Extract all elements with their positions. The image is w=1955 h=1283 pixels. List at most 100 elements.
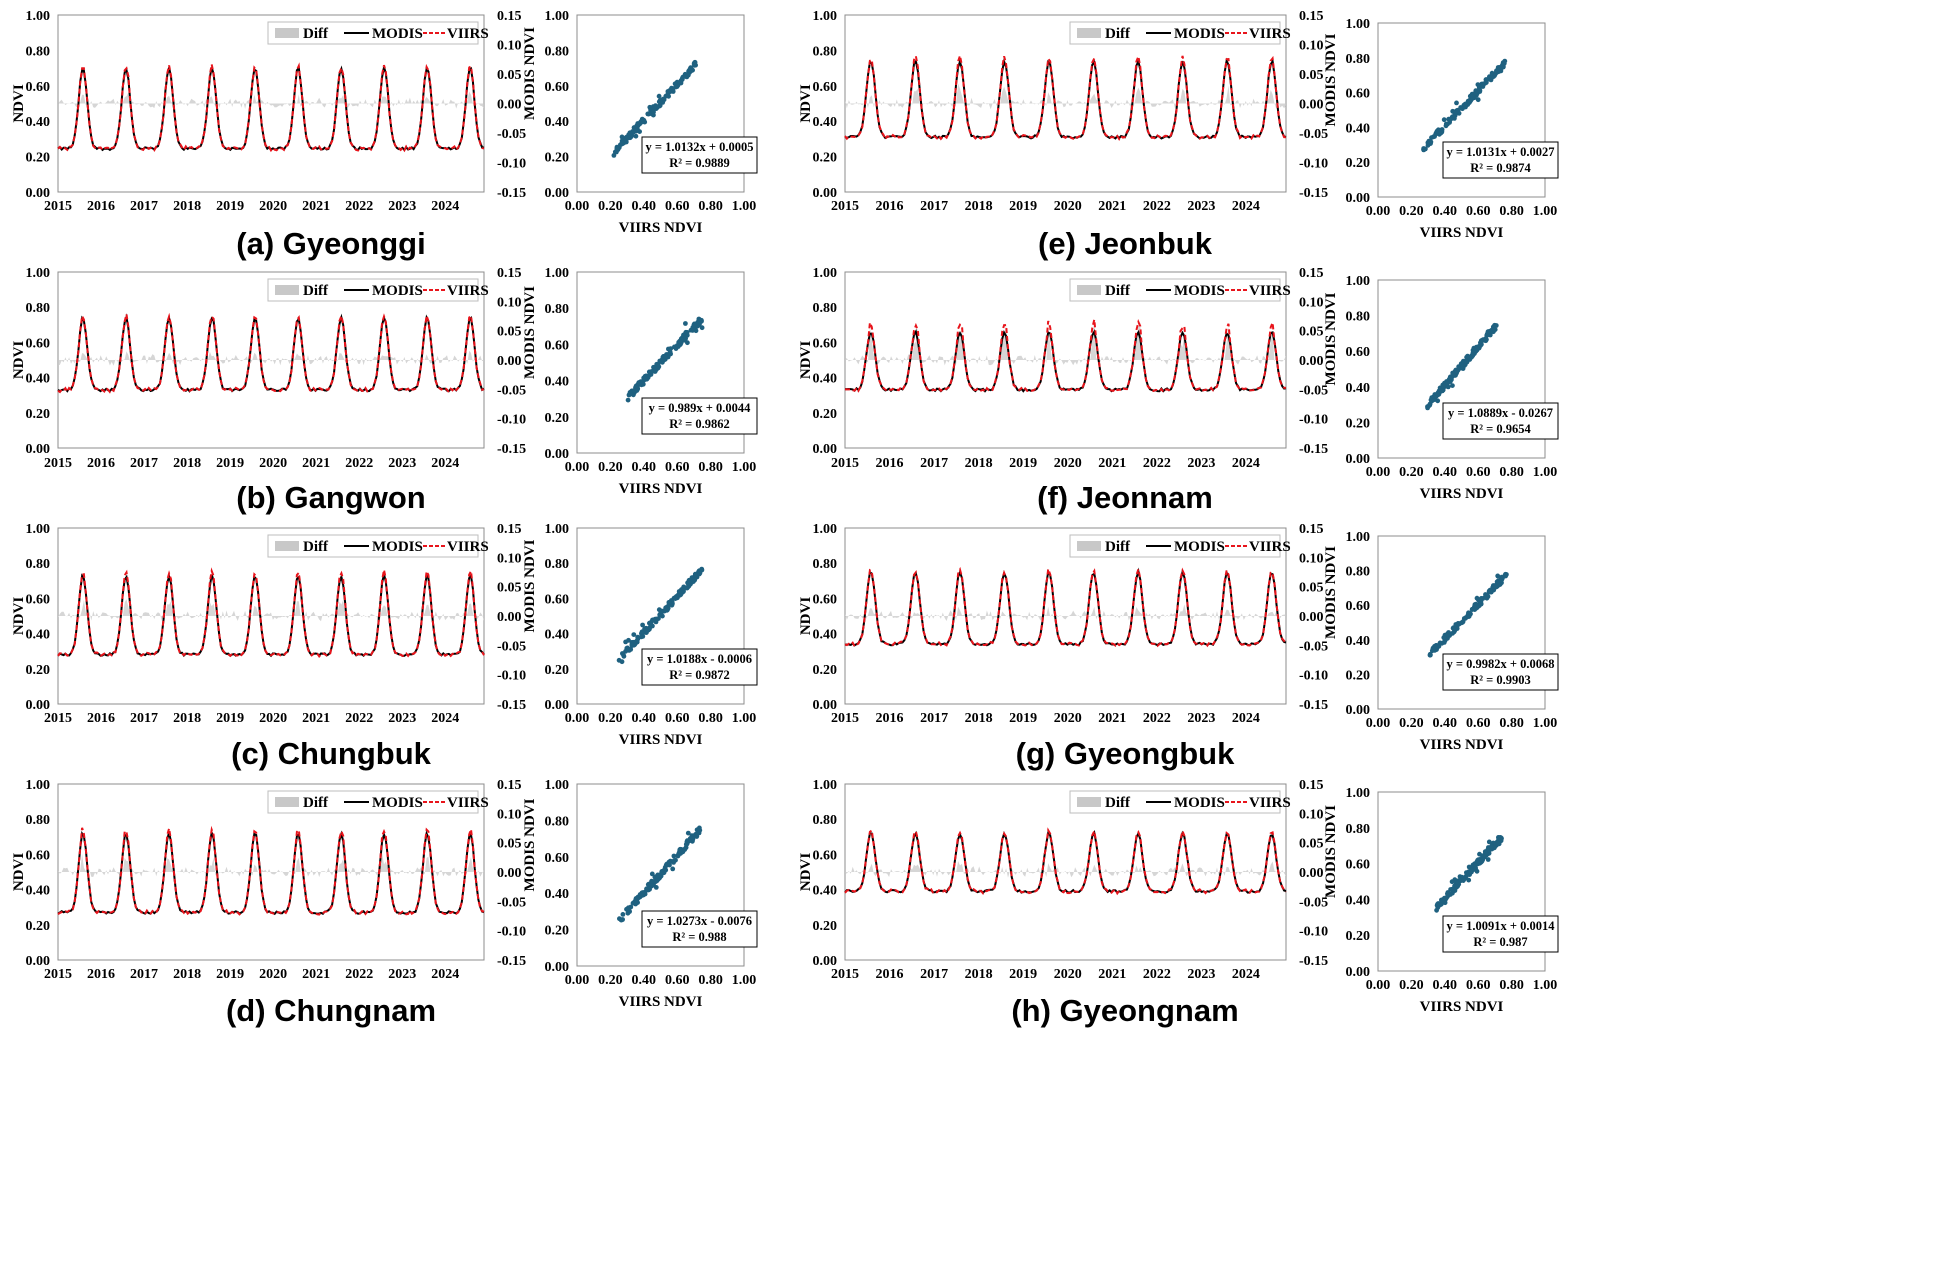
scatter-point: [1439, 388, 1445, 394]
legend-box: [1069, 790, 1281, 814]
year-tick-label: 2024: [431, 199, 459, 214]
diff-tick-label: 0.10: [1299, 39, 1324, 54]
scatter-point: [1448, 887, 1453, 892]
diff-tick-label: -0.05: [1299, 383, 1328, 398]
ndvi-tick-label: 0.80: [26, 301, 51, 316]
scatter-point: [627, 647, 633, 653]
viirs-series: [844, 565, 1287, 648]
panel-caption: (e) Jeonbuk: [1038, 226, 1213, 261]
ndvi-axis-label: NDVI: [11, 853, 27, 891]
diff-series: [58, 350, 484, 366]
ndvi-tick-label: 0.60: [813, 592, 838, 607]
scatter-point: [1504, 572, 1509, 577]
scatter-point: [1489, 844, 1494, 849]
scatter-point: [649, 878, 654, 884]
year-tick-label: 2018: [173, 199, 201, 214]
legend-box: [1069, 278, 1281, 302]
scatter-x-tick-label: 0.40: [1433, 978, 1458, 993]
scatter-point: [697, 827, 703, 833]
panel-caption: (a) Gyeonggi: [236, 226, 425, 261]
scatter-point: [621, 653, 627, 659]
ndvi-tick-label: 0.80: [26, 813, 51, 828]
legend-modis-label: MODIS: [1174, 283, 1225, 299]
year-tick-label: 2019: [1009, 967, 1037, 982]
scatter-point: [1455, 621, 1461, 626]
diff-tick-label: -0.10: [1299, 925, 1328, 940]
scatter-point: [616, 657, 622, 663]
diff-tick-label: 0.05: [497, 837, 522, 852]
scatter-point: [645, 882, 651, 887]
scatter-point: [670, 866, 676, 872]
year-tick-label: 2022: [345, 456, 373, 471]
scatter-point: [649, 883, 655, 889]
regression-box: y = 0.9982x + 0.0068 R² = 0.9903: [1442, 653, 1559, 691]
legend-diff-swatch: [275, 541, 299, 551]
ndvi-tick-label: 0.60: [26, 592, 51, 607]
regression-equation: y = 0.989x + 0.0044: [649, 401, 751, 415]
scatter-y-tick-label: 0.60: [1346, 858, 1371, 873]
scatter-y-tick-label: 0.80: [545, 302, 570, 317]
diff-tick-label: 0.00: [1299, 610, 1324, 625]
viirs-series: [57, 312, 485, 394]
year-tick-label: 2015: [44, 456, 72, 471]
scatter-x-tick-label: 1.00: [732, 973, 757, 988]
scatter-point: [685, 340, 690, 346]
year-tick-label: 2022: [345, 967, 373, 982]
legend-diff-label: Diff: [303, 26, 329, 42]
diff-tick-label: 0.15: [1299, 778, 1324, 793]
scatter-x-axis-label: VIIRS NDVI: [1420, 225, 1504, 241]
ndvi-tick-label: 0.80: [813, 557, 838, 572]
ndvi-axis-label: NDVI: [11, 84, 27, 122]
scatter-point: [1466, 877, 1472, 883]
panel-gyeongbuk: 0.00 0.20 0.40 0.60 0.80 1.00 0.15 0.10 0.05 0.00…: [798, 522, 1559, 771]
scatter-point: [1443, 121, 1449, 127]
scatter-y-tick-label: 0.60: [1346, 599, 1371, 614]
year-tick-label: 2019: [1009, 199, 1037, 214]
scatter-point: [611, 153, 617, 158]
regression-r2: R² = 0.9872: [669, 668, 730, 682]
scatter-point: [665, 607, 670, 613]
diff-tick-label: -0.05: [497, 127, 526, 142]
ndvi-tick-label: 0.80: [813, 301, 838, 316]
scatter-y-tick-label: 0.40: [545, 115, 570, 130]
scatter-x-tick-label: 1.00: [1533, 716, 1558, 731]
scatter-x-tick-label: 0.40: [632, 460, 657, 475]
ndvi-tick-label: 0.40: [813, 628, 838, 643]
scatter-y-tick-label: 0.40: [545, 628, 570, 643]
ndvi-tick-label: 0.40: [813, 115, 838, 130]
scatter-point: [651, 109, 656, 115]
scatter-point: [650, 617, 655, 623]
legend: Diff MODIS VIIRS: [267, 278, 489, 302]
scatter-x-tick-label: 0.60: [1466, 465, 1491, 480]
scatter-point: [663, 862, 669, 868]
scatter-point: [1441, 635, 1447, 640]
diff-tick-label: 0.10: [1299, 551, 1324, 566]
scatter-x-tick-label: 0.40: [632, 199, 657, 214]
ndvi-tick-label: 0.40: [26, 884, 51, 899]
scatter-y-tick-label: 0.20: [1346, 668, 1371, 683]
scatter-x-tick-label: 0.20: [1399, 978, 1424, 993]
panel-chungnam: 0.00 0.20 0.40 0.60 0.80 1.00 0.15 0.10 0.05 0.00…: [11, 778, 758, 1028]
scatter-point: [1454, 626, 1460, 631]
diff-tick-label: -0.10: [1299, 157, 1328, 172]
year-tick-label: 2021: [1098, 711, 1126, 726]
scatter-y-axis-label: MODIS NDVI: [1323, 33, 1339, 126]
scatter-x-tick-label: 1.00: [732, 199, 757, 214]
scatter-x-tick-label: 0.00: [565, 199, 590, 214]
scatter-point: [1483, 336, 1488, 342]
regression-box-frame: [1442, 141, 1559, 179]
ndvi-tick-label: 1.00: [26, 266, 51, 281]
scatter-point: [673, 595, 678, 601]
scatter-y-tick-label: 0.60: [545, 851, 570, 866]
year-tick-label: 2018: [965, 711, 993, 726]
legend-diff-swatch: [275, 28, 299, 38]
scatter-x-tick-label: 0.20: [1399, 716, 1424, 731]
year-tick-label: 2017: [130, 456, 158, 471]
legend: Diff MODIS VIIRS: [267, 790, 489, 814]
scatter-point: [625, 397, 631, 403]
legend-modis-label: MODIS: [1174, 795, 1225, 811]
ndvi-tick-label: 0.60: [26, 80, 51, 95]
scatter-point: [1485, 329, 1491, 335]
scatter-x-tick-label: 0.20: [1399, 204, 1424, 219]
